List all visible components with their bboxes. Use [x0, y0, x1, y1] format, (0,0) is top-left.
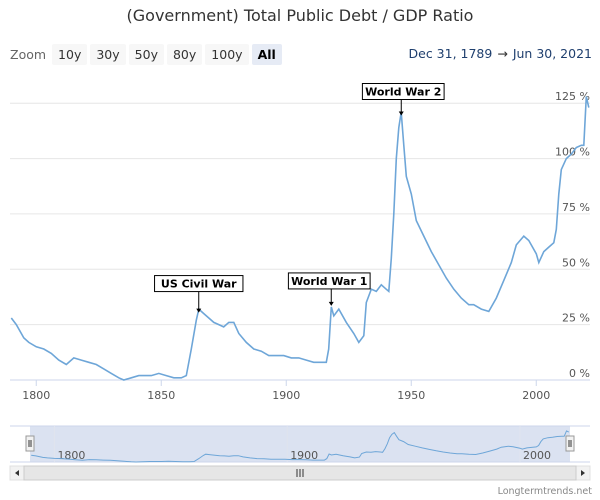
scroll-right-arrow-icon[interactable] — [581, 470, 585, 476]
scroll-left-arrow-icon[interactable] — [15, 470, 19, 476]
x-tick-label: 1900 — [272, 389, 300, 402]
y-tick-label: 50 % — [562, 256, 590, 269]
y-tick-label: 125 % — [555, 90, 590, 103]
annotation-text: US Civil War — [161, 278, 237, 291]
zoom-label: Zoom — [10, 46, 47, 62]
x-tick-label: 2000 — [522, 389, 550, 402]
x-axis: 1800 1850 1900 1950 2000 — [10, 379, 590, 402]
chart-title: (Government) Total Public Debt / GDP Rat… — [126, 6, 474, 25]
range-from[interactable]: Dec 31, 1789 — [408, 46, 493, 61]
range-arrow: → — [497, 46, 508, 61]
x-tick-label: 1950 — [397, 389, 425, 402]
annotation-arrow-icon — [328, 301, 334, 306]
zoom-100y-button[interactable]: 100y — [205, 43, 249, 65]
y-tick-label: 75 % — [562, 201, 590, 214]
y-axis: 0 %25 %50 %75 %100 %125 % — [555, 90, 590, 380]
navigator[interactable]: 1800 1900 2000 — [9, 425, 591, 481]
navigator-left-handle[interactable] — [25, 435, 35, 452]
zoom-selector: Zoom 10y 30y 50y 80y 100y All — [10, 43, 285, 65]
zoom-10y-button[interactable]: 10y — [52, 43, 88, 65]
annotation-arrow-icon — [196, 308, 202, 313]
grid-lines — [10, 102, 590, 381]
y-tick-label: 0 % — [569, 367, 590, 380]
annotation-label: US Civil War — [154, 275, 244, 313]
series-line[interactable] — [10, 96, 590, 381]
annotation-text: World War 1 — [291, 275, 367, 288]
y-tick-label: 25 % — [562, 312, 590, 325]
grip-icon[interactable] — [565, 435, 575, 452]
credit-text: Longtermtrends.net — [497, 486, 592, 497]
grip-icon[interactable] — [25, 435, 35, 452]
annotation-arrow-icon — [398, 111, 404, 116]
annotation-label: World War 2 — [361, 83, 445, 116]
annotation-box — [361, 83, 445, 100]
navigator-right-handle[interactable] — [565, 435, 575, 452]
zoom-80y-button[interactable]: 80y — [166, 43, 203, 65]
annotation-box — [287, 272, 371, 290]
x-tick-label: 1850 — [147, 389, 175, 402]
date-range: Dec 31, 1789 → Jun 30, 2021 — [409, 46, 592, 61]
annotation-label: World War 1 — [287, 272, 371, 306]
x-tick-label: 1800 — [22, 389, 50, 402]
zoom-all-button[interactable]: All — [251, 43, 282, 65]
zoom-50y-button[interactable]: 50y — [128, 43, 164, 65]
annotations: US Civil War World War 1 World War 2 — [154, 83, 445, 313]
navigator-scrollbar[interactable] — [9, 465, 591, 481]
navigator-series-line — [31, 430, 570, 463]
annotation-text: World War 2 — [365, 86, 441, 99]
zoom-30y-button[interactable]: 30y — [90, 43, 126, 65]
navigator-tick-label: 1900 — [290, 449, 318, 462]
navigator-selection[interactable] — [30, 426, 570, 462]
range-to[interactable]: Jun 30, 2021 — [512, 46, 592, 61]
navigator-tick-label: 2000 — [523, 449, 551, 462]
